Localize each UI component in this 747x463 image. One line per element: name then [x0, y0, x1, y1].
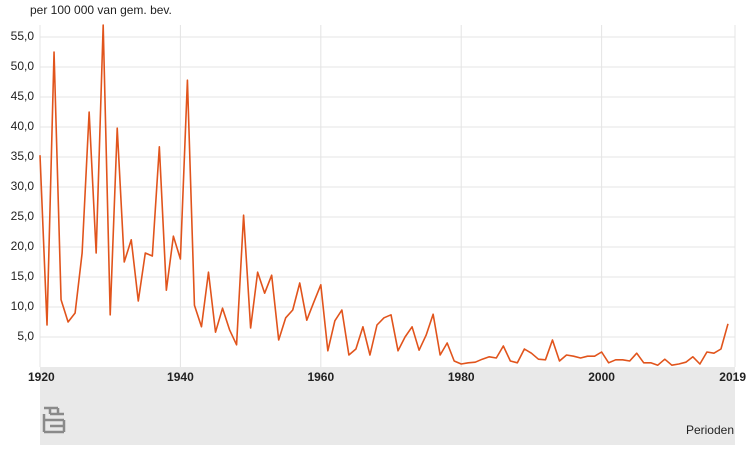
x-tick-label: 2000 [588, 370, 615, 384]
y-tick-label: 10,0 [11, 299, 35, 313]
y-tick-label: 30,0 [11, 179, 35, 193]
x-tick-label: 1960 [307, 370, 334, 384]
footer-band [40, 367, 735, 445]
y-tick-label: 15,0 [11, 269, 35, 283]
y-tick-label: 35,0 [11, 149, 35, 163]
x-tick-label: 1920 [28, 370, 55, 384]
y-tick-label: 45,0 [11, 89, 35, 103]
y-tick-label: 50,0 [11, 59, 35, 73]
y-tick-label: 5,0 [17, 329, 34, 343]
cbs-logo [42, 406, 66, 434]
y-tick-label: 40,0 [11, 119, 35, 133]
x-tick-label: 1940 [167, 370, 194, 384]
x-axis-label: Perioden [686, 423, 734, 437]
y-tick-label: 20,0 [11, 239, 35, 253]
y-tick-label: 25,0 [11, 209, 35, 223]
data-line [39, 24, 729, 366]
x-tick-label: 1980 [448, 370, 475, 384]
y-axis-label: per 100 000 van gem. bev. [30, 3, 172, 17]
y-tick-label: 55,0 [11, 29, 35, 43]
x-tick-label: 2019 [719, 370, 746, 384]
